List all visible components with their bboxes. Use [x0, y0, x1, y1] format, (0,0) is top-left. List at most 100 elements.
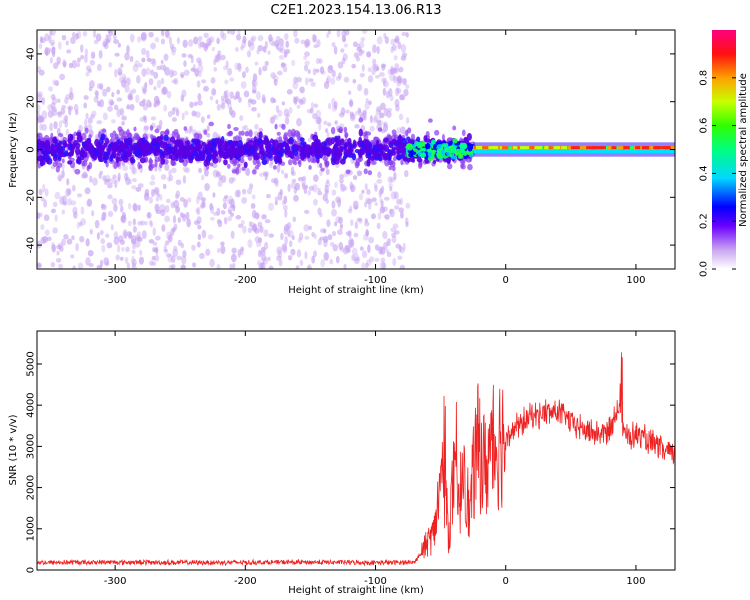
spectrogram-cell — [396, 155, 402, 161]
spectrogram-cell — [89, 59, 96, 66]
spectrogram-cell — [441, 133, 445, 141]
spectrogram-cell — [200, 174, 205, 181]
spectrogram-cell — [316, 149, 322, 158]
spectrogram-cell — [310, 81, 316, 87]
spectrogram-cell — [75, 32, 79, 40]
spectrogram-cell — [61, 161, 65, 171]
spectrogram-cell — [360, 37, 366, 42]
spectrogram-cell — [276, 145, 283, 153]
spectrogram-cell — [116, 108, 121, 118]
spectrogram-cell — [82, 31, 88, 37]
spectrogram-cell — [171, 50, 176, 56]
snr-series-line — [37, 352, 675, 567]
spectrogram-cell — [153, 146, 158, 154]
spectrogram-cell — [351, 254, 355, 262]
spectrogram-cell — [107, 210, 114, 218]
spectrogram-cell — [363, 134, 369, 140]
spectrogram-cell — [181, 255, 187, 265]
spectrogram-cell — [431, 150, 436, 156]
spectrogram-cell — [338, 126, 344, 134]
spectrogram-cell — [68, 106, 72, 116]
spectrogram-cell — [129, 55, 134, 63]
spectrogram-cell — [288, 240, 293, 248]
spectrogram-cell — [43, 199, 48, 208]
spectrogram-cell — [396, 78, 402, 87]
spectrogram-cell — [287, 183, 291, 192]
spectrogram-cell — [217, 50, 222, 57]
spectrogram-cell — [51, 46, 56, 51]
spectrogram-cell — [326, 132, 330, 138]
spectrogram-cell — [109, 100, 115, 106]
spectrogram-cell — [84, 118, 88, 128]
spectrogram-cell — [180, 73, 184, 79]
spectrogram-cell — [377, 171, 382, 179]
spectrogram-cell — [229, 91, 234, 99]
spectrogram-cell — [171, 79, 177, 84]
spectrogram-cell — [343, 263, 347, 269]
spectrogram-cell — [247, 239, 253, 248]
spectrogram-cell — [304, 184, 309, 189]
y-tick-label: 1000 — [26, 516, 37, 541]
spectrogram-cell — [401, 31, 407, 37]
spectrogram-cell — [399, 126, 406, 135]
spectrogram-cell — [289, 151, 295, 160]
spectrogram-cell — [357, 149, 364, 157]
spectrogram-cell — [309, 149, 316, 155]
spectrogram-cell — [105, 260, 110, 267]
spectrogram-cell — [168, 36, 173, 45]
spectrogram-cell — [230, 212, 234, 217]
spectrogram-cell — [283, 33, 289, 41]
spectrogram-cell — [392, 147, 396, 152]
spectrogram-cell — [248, 183, 254, 190]
spectrogram-cell — [336, 30, 341, 38]
spectrogram-cell — [118, 198, 124, 206]
spectrogram-cell — [330, 137, 336, 145]
spectrogram-cell — [99, 229, 104, 236]
spectrogram-cell — [131, 258, 137, 267]
spectrogram-cell — [353, 205, 359, 210]
spectrogram-cell — [241, 71, 246, 79]
spectrogram-cell — [370, 213, 376, 220]
spectrogram-cell — [53, 146, 58, 153]
spectrogram-cell — [350, 184, 356, 193]
spectrogram-cell — [377, 120, 383, 126]
spectrogram-cell — [230, 230, 235, 240]
spectrogram-cell — [374, 114, 379, 122]
spectrogram-cell — [75, 109, 79, 116]
spectrogram-cell — [222, 151, 227, 159]
spectrogram-cell — [283, 195, 288, 205]
spectrogram-cell — [226, 131, 232, 137]
spectrogram-cell — [272, 139, 279, 146]
spectrogram-cell — [383, 107, 388, 116]
spectrogram-cell — [237, 139, 243, 148]
spectrogram-peak — [494, 146, 499, 150]
spectrogram-cell — [203, 129, 208, 135]
spectrogram-cell — [180, 264, 187, 269]
spectrogram-cell — [302, 183, 306, 191]
spectrogram-cell — [228, 145, 234, 151]
spectrogram-cell — [65, 128, 70, 136]
spectrogram-cell — [274, 200, 278, 206]
spectrogram-cell — [375, 109, 381, 115]
spectrogram-cell — [347, 90, 352, 95]
spectrogram-cell — [287, 138, 292, 144]
spectrogram-cell — [388, 165, 393, 171]
spectrogram-cell — [375, 66, 380, 71]
spectrogram-cell — [200, 116, 205, 124]
spectrogram-cell — [363, 87, 369, 96]
spectrogram-cell — [144, 81, 148, 89]
spectrogram-cell — [283, 108, 289, 117]
spectrogram-cell — [164, 205, 170, 213]
spectrogram-cell — [383, 137, 389, 143]
spectrogram-cell — [90, 114, 95, 119]
spectrogram-cell — [116, 139, 121, 144]
spectrogram-cell — [84, 48, 89, 57]
spectrogram-cell — [83, 102, 88, 109]
spectrogram-cell — [282, 204, 288, 211]
spectrogram-cell — [258, 249, 262, 258]
spectrogram-cell — [131, 165, 136, 174]
spectrogram-cell — [335, 255, 340, 264]
spectrogram-cell — [227, 215, 232, 222]
spectrogram-cell — [319, 66, 325, 75]
spectrogram-cell — [245, 167, 250, 177]
